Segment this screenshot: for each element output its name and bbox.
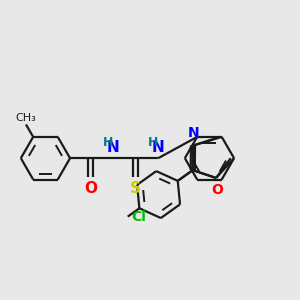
Text: N: N xyxy=(107,140,119,155)
Text: O: O xyxy=(211,183,223,197)
Text: H: H xyxy=(148,136,158,149)
Text: N: N xyxy=(152,140,165,155)
Text: CH₃: CH₃ xyxy=(16,113,36,123)
Text: Cl: Cl xyxy=(131,210,146,224)
Text: S: S xyxy=(130,181,141,196)
Text: N: N xyxy=(188,126,200,140)
Text: H: H xyxy=(103,136,113,149)
Text: O: O xyxy=(84,181,97,196)
